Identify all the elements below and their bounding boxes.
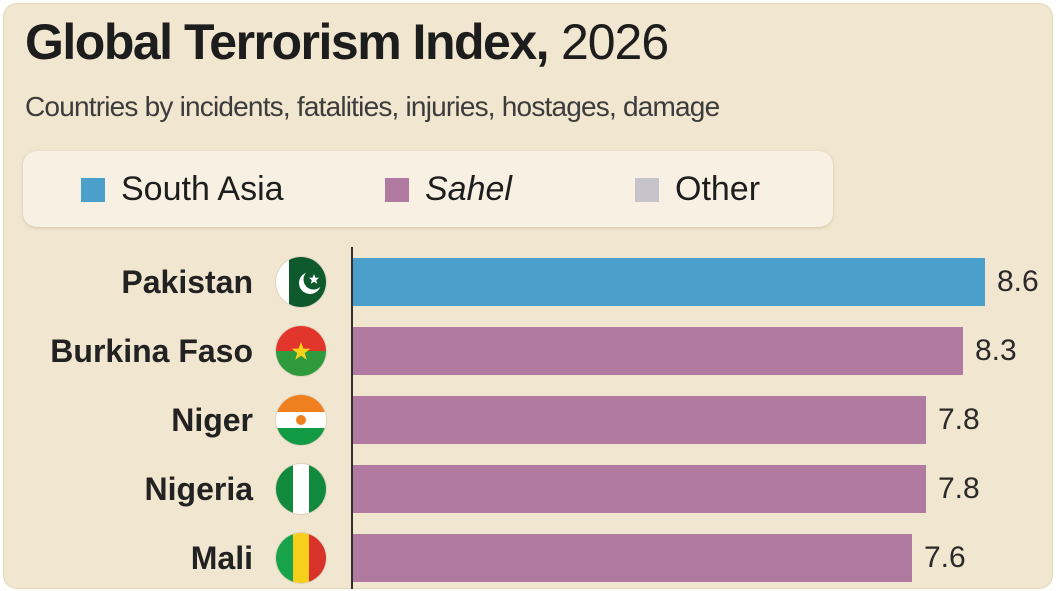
category-label-burkina-faso: Burkina Faso bbox=[50, 333, 253, 369]
legend-swatch-south-asia bbox=[81, 178, 105, 202]
legend-label-south-asia: South Asia bbox=[121, 170, 284, 208]
legend-swatch-other bbox=[635, 178, 659, 202]
category-label-mali: Mali bbox=[190, 540, 253, 576]
category-label-pakistan: Pakistan bbox=[121, 264, 253, 300]
category-label-nigeria: Nigeria bbox=[144, 471, 253, 507]
nigeria-flag-icon bbox=[276, 464, 326, 514]
bar-chart: Pakistan 8.6 Burkina Faso 8.3 Niger 7.8 Nigeri… bbox=[3, 3, 1053, 589]
chart-title-year: 2026 bbox=[548, 14, 669, 70]
bar-burkina-faso bbox=[353, 327, 963, 375]
bar-niger bbox=[353, 396, 926, 444]
legend: South Asia Sahel Other bbox=[23, 151, 833, 227]
legend-swatch-sahel bbox=[385, 178, 409, 202]
mali-flag-icon bbox=[276, 533, 326, 583]
chart-title: Global Terrorism Index, 2026 bbox=[25, 14, 669, 70]
chart-title-main: Global Terrorism Index, bbox=[25, 14, 550, 70]
value-label-niger: 7.8 bbox=[938, 403, 980, 436]
bar-mali bbox=[353, 534, 912, 582]
bar-nigeria bbox=[353, 465, 926, 513]
legend-label-other: Other bbox=[675, 170, 761, 208]
chart-card: Global Terrorism Index, 2026 Countries b… bbox=[3, 3, 1053, 589]
bar-pakistan bbox=[353, 258, 985, 306]
niger-flag-icon bbox=[276, 395, 326, 445]
chart-subtitle: Countries by incidents, fatalities, inju… bbox=[25, 91, 720, 122]
value-label-burkina-faso: 8.3 bbox=[975, 334, 1017, 367]
legend-label-sahel: Sahel bbox=[425, 170, 512, 208]
burkina-faso-flag-icon bbox=[276, 326, 326, 376]
pakistan-flag-icon bbox=[276, 257, 326, 307]
value-label-pakistan: 8.6 bbox=[997, 265, 1039, 298]
value-label-mali: 7.6 bbox=[924, 541, 966, 574]
y-axis-line bbox=[351, 247, 353, 589]
category-label-niger: Niger bbox=[171, 402, 253, 438]
value-label-nigeria: 7.8 bbox=[938, 472, 980, 505]
